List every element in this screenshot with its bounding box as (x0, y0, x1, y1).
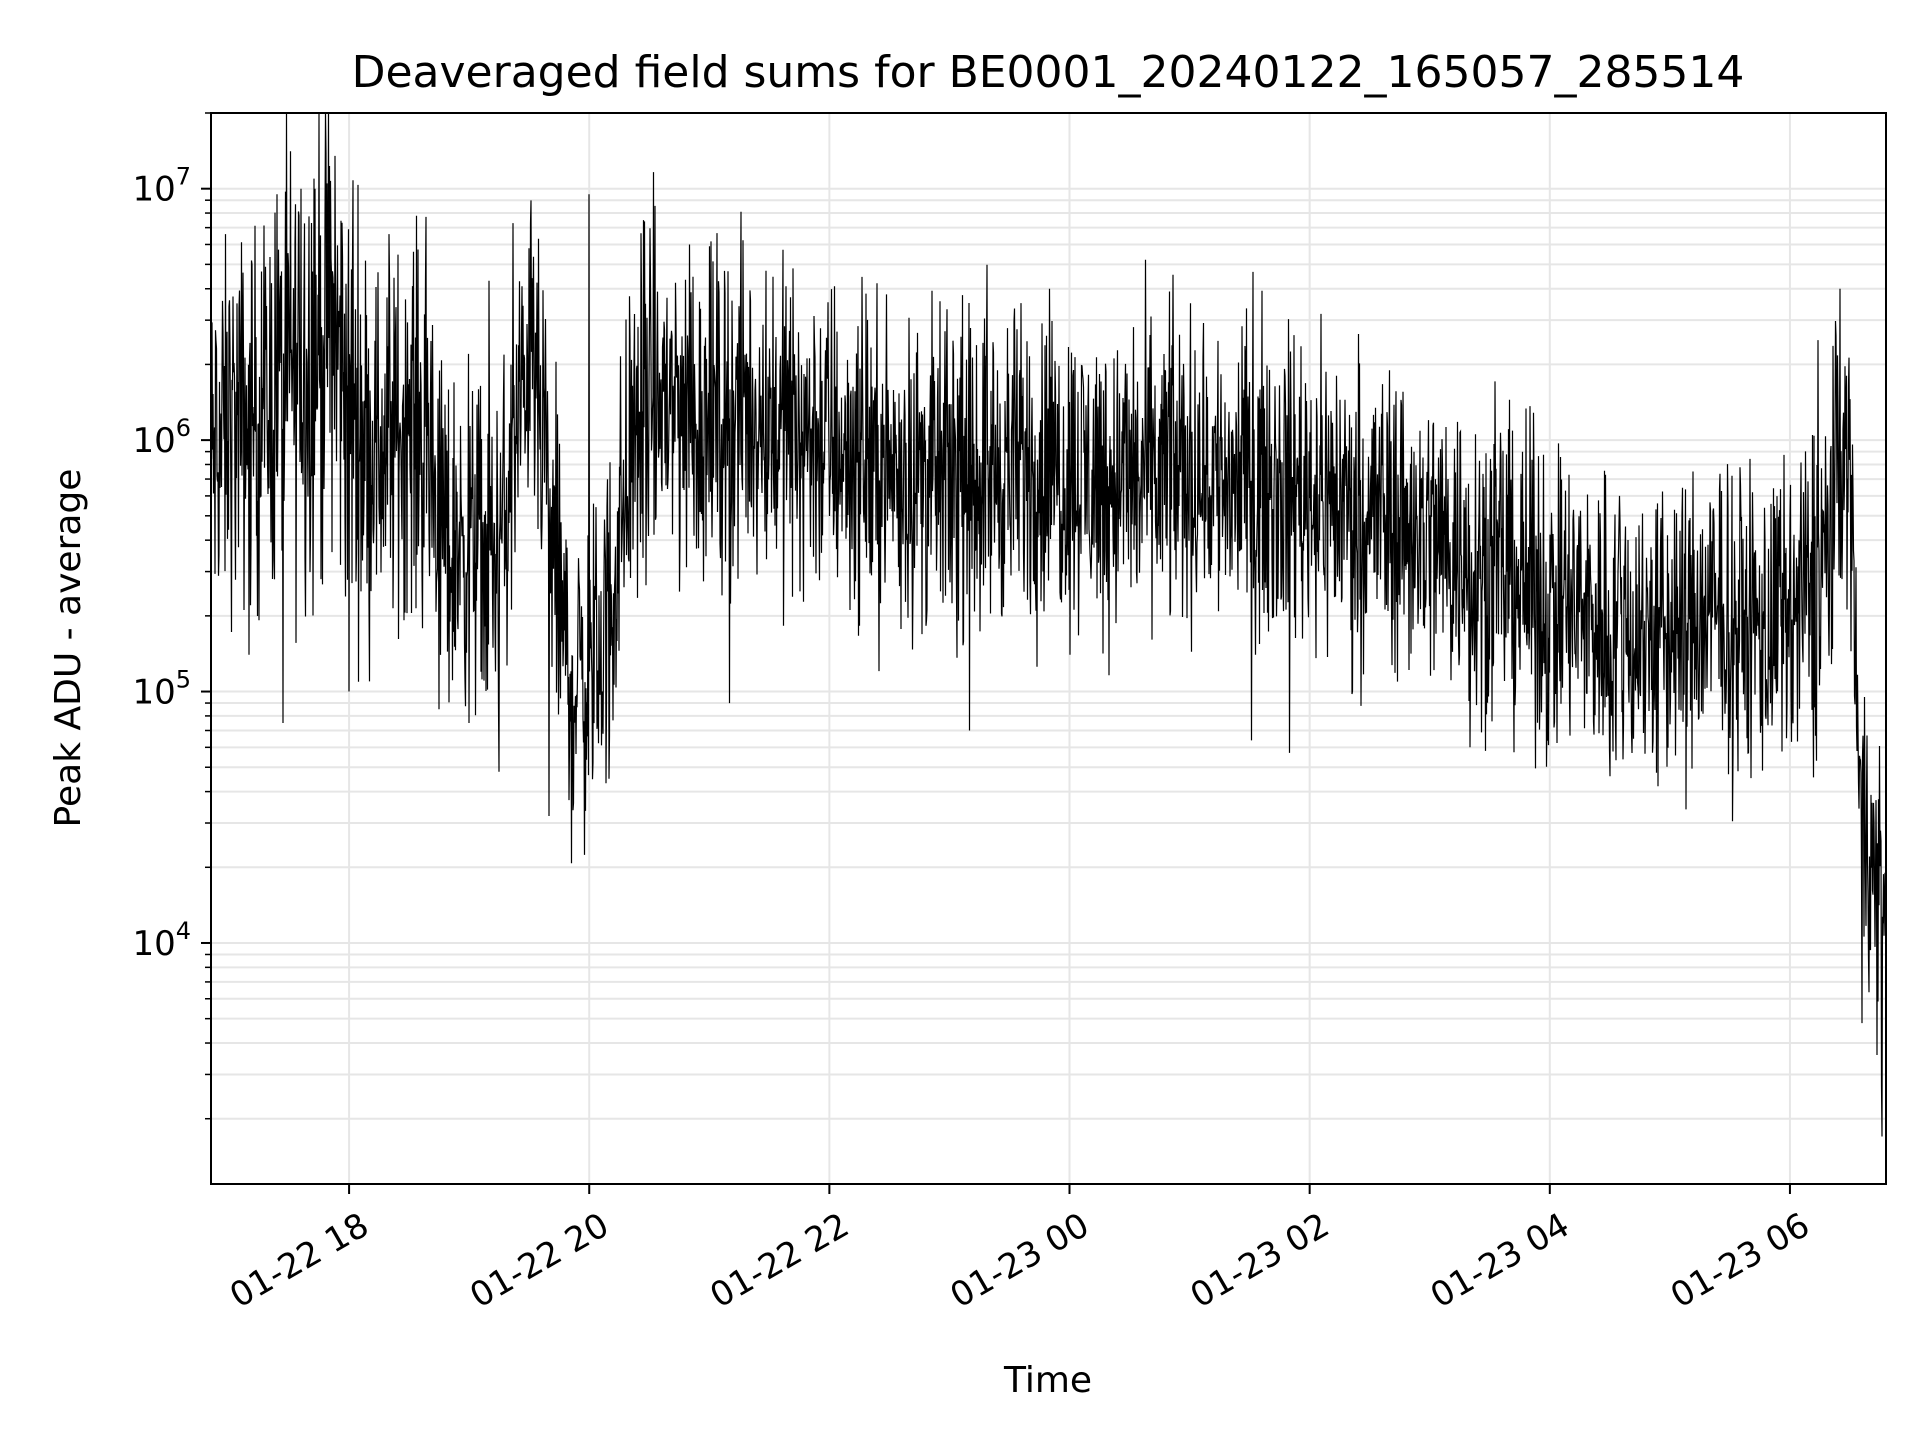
y-axis-ticks: 104 105 106 107 (132, 112, 211, 1120)
y-tick-label: 105 (132, 666, 191, 713)
series-line (210, 112, 1887, 1137)
chart-title: Deaveraged field sums for BE0001_2024012… (352, 47, 1745, 98)
series-path (210, 112, 1887, 1137)
x-axis-label: Time (1003, 1360, 1092, 1401)
y-tick-label: 106 (132, 414, 191, 461)
plot-frame (210, 112, 1887, 1185)
y-tick-label: 107 (132, 163, 191, 210)
y-tick-label: 104 (132, 917, 191, 964)
y-axis-label: Peak ADU - average (48, 469, 89, 828)
